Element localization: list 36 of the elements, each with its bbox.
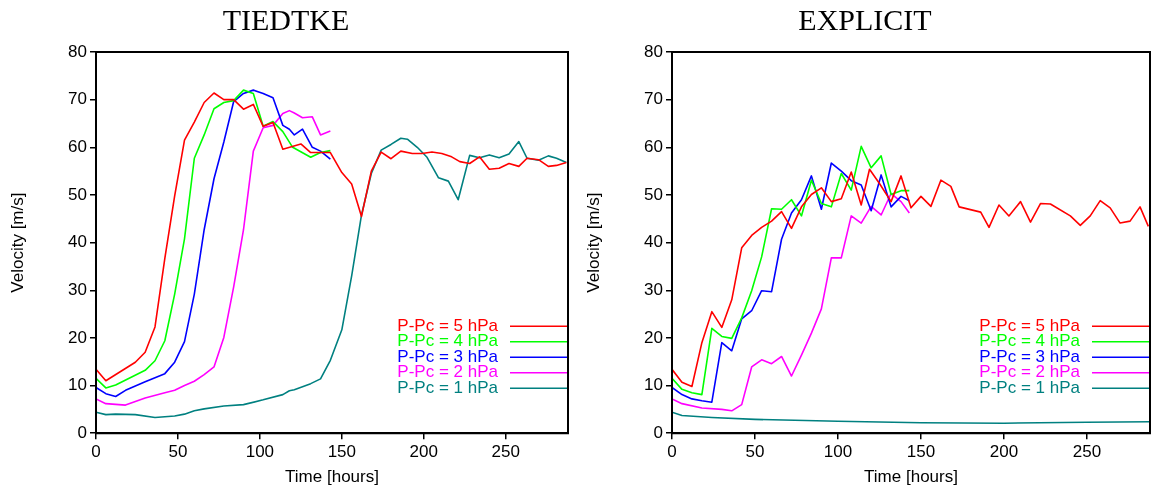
y-tick-label: 80	[644, 41, 663, 61]
y-tick-label: 40	[68, 232, 87, 252]
x-axis-title: Time [hours]	[285, 467, 379, 487]
y-tick-label: 30	[644, 279, 663, 299]
y-tick-label: 80	[68, 41, 87, 61]
x-tick-label: 200	[989, 442, 1019, 462]
x-tick-label: 50	[168, 442, 188, 462]
x-tick-label: 0	[667, 442, 677, 462]
y-axis-title: Velocity [m/s]	[7, 192, 27, 293]
x-tick-label: 150	[327, 442, 357, 462]
x-tick-label: 250	[491, 442, 520, 462]
chart-title: TIEDTKE	[222, 2, 350, 36]
y-tick-label: 60	[68, 136, 87, 156]
y-tick-label: 10	[644, 375, 663, 395]
y-tick-label: 0	[653, 422, 663, 442]
y-tick-label: 50	[644, 184, 663, 204]
y-tick-label: 50	[68, 184, 87, 204]
x-tick-label: 250	[1072, 442, 1102, 462]
x-tick-label: 100	[823, 442, 853, 462]
y-tick-label: 0	[77, 422, 87, 442]
x-axis-title: Time [hours]	[864, 467, 958, 487]
y-axis-title: Velocity [m/s]	[583, 192, 603, 293]
x-tick-label: 150	[906, 442, 936, 462]
y-tick-label: 20	[68, 327, 87, 347]
y-tick-label: 10	[68, 375, 87, 395]
y-tick-label: 30	[68, 279, 87, 299]
chart-title: EXPLICIT	[798, 2, 932, 36]
x-tick-label: 200	[409, 442, 438, 462]
x-tick-label: 100	[245, 442, 275, 462]
x-tick-label: 0	[91, 442, 101, 462]
y-tick-label: 40	[644, 232, 663, 252]
y-tick-label: 60	[644, 136, 663, 156]
y-tick-label: 70	[68, 89, 87, 109]
y-tick-label: 70	[644, 89, 663, 109]
y-tick-label: 20	[644, 327, 663, 347]
x-tick-label: 50	[745, 442, 765, 462]
